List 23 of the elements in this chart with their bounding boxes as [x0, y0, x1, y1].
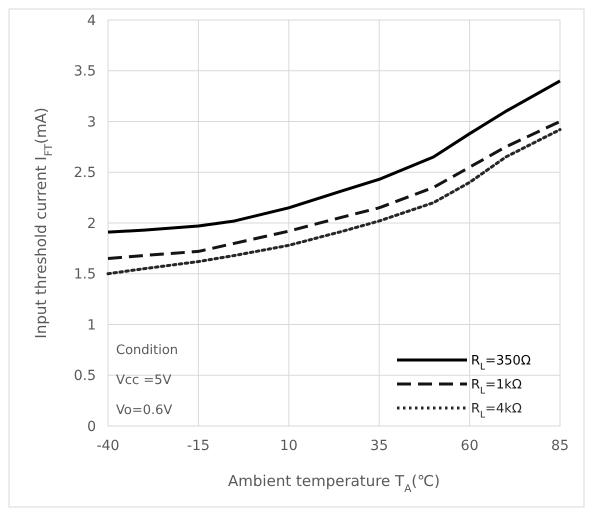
y-tick-label: 0 [87, 418, 96, 435]
x-tick-label: 60 [460, 438, 479, 454]
x-axis-title: Ambient temperature T$_{A}$(℃) [228, 472, 440, 495]
annotation: Vo=0.6V [116, 403, 172, 418]
x-tick-label: 10 [280, 438, 298, 454]
text: R$_{L}$=1kΩ [471, 378, 522, 397]
text: R$_{L}$=350Ω [471, 354, 531, 373]
y-tick-label: 2.5 [74, 165, 96, 182]
text: R$_{L}$=4kΩ [471, 402, 522, 421]
x-tick-label: -15 [186, 438, 210, 454]
y-tick-label: 3 [87, 114, 96, 130]
annotation: Vcc =5V [116, 373, 172, 388]
y-tick-label: 3.5 [74, 64, 96, 80]
x-tick-label: 35 [370, 438, 388, 454]
y-tick-label: 2 [87, 216, 96, 232]
y-tick-label: 1 [87, 317, 96, 334]
x-tick-label: -40 [96, 438, 120, 454]
annotation: Condition [116, 343, 178, 358]
y-tick-label: 4 [87, 12, 96, 29]
x-tick-label: 85 [551, 438, 569, 454]
line-series [106, 79, 562, 234]
y-tick-label: 1.5 [74, 266, 96, 283]
y-tick-label: 0.5 [74, 368, 96, 384]
